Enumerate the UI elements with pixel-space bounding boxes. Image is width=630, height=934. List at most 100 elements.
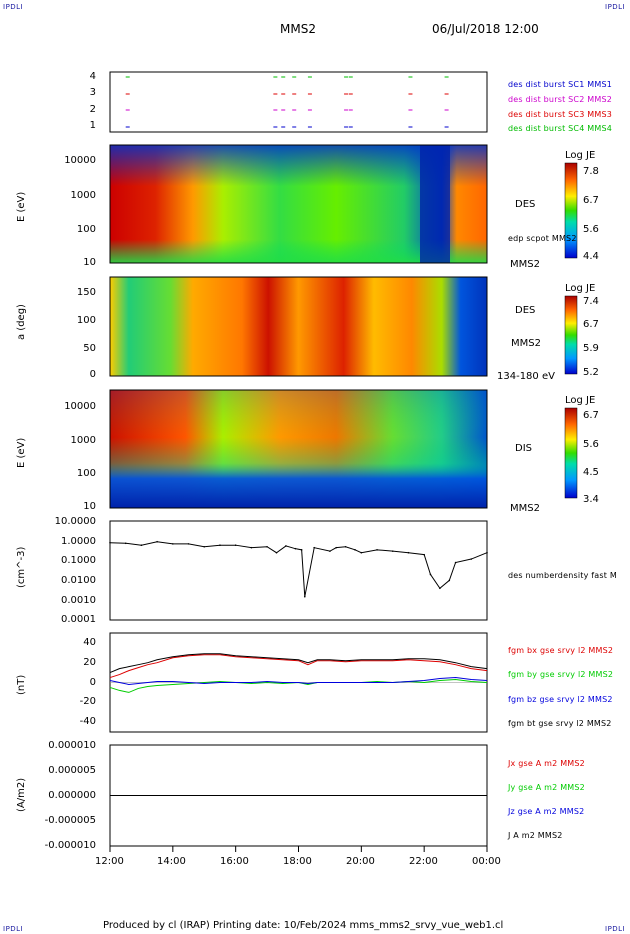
dis-cb-tick-2: 5.6 <box>583 439 599 450</box>
footer-credit: Produced by cl (IRAP) Printing date: 10/… <box>103 920 504 931</box>
density-point-9 <box>250 546 253 549</box>
datetime-title: 06/Jul/2018 12:00 <box>432 22 539 36</box>
density-point-13 <box>294 547 297 550</box>
pitch-cb-tick-1: 7.4 <box>583 296 599 307</box>
density-point-7 <box>219 544 221 546</box>
dis-cb-tick-4: 3.4 <box>583 494 599 505</box>
legend-sc3: des dist burst SC3 MMS3 <box>508 110 613 119</box>
dis-ytick-100: 100 <box>76 468 96 479</box>
legend-j: J A m2 MMS2 <box>508 831 563 840</box>
density-point-24 <box>407 551 410 554</box>
xtick-1200: 12:00 <box>95 856 124 867</box>
dis-cb-tick-1: 6.7 <box>583 410 599 421</box>
dis-cb-tick-3: 4.5 <box>583 467 599 478</box>
des-energy-frame <box>109 144 488 264</box>
j-ytick-3: 0.000000 <box>48 790 96 801</box>
legend-bx: fgm bx gse srvy l2 MMS2 <box>508 646 614 655</box>
bfield-series-bt <box>109 653 488 674</box>
legend-jz: Jz gse A m2 MMS2 <box>508 807 585 816</box>
dens-ytick-4: 0.0100 <box>61 575 96 586</box>
density-point-18 <box>335 546 338 549</box>
b-ytick-0: 0 <box>89 677 96 688</box>
density-point-2 <box>140 544 143 546</box>
density-point-20 <box>354 549 356 551</box>
pitch-energy-range: 134-180 eV <box>497 371 555 382</box>
corner-label-tl: IPDLI <box>3 3 24 11</box>
pitch-ylabel: a (deg) <box>16 304 27 340</box>
density-point-6 <box>203 545 206 548</box>
pitch-ytick-100: 100 <box>76 315 96 326</box>
legend-bt: fgm bt gse srvy l2 MMS2 <box>508 719 612 728</box>
density-point-5 <box>187 543 190 545</box>
pitch-cb-tick-2: 6.7 <box>583 319 599 330</box>
dis-ytick-10: 10 <box>83 501 96 512</box>
density-point-1 <box>124 542 127 545</box>
burst-ytick-1: 1 <box>89 120 96 131</box>
xtick-2000: 20:00 <box>346 856 375 867</box>
b-ytick-m40: -40 <box>79 716 96 727</box>
bfield-series-bz <box>109 677 488 685</box>
corner-label-bl: IPDLI <box>3 925 24 933</box>
density-point-19 <box>344 545 347 548</box>
des-instrument-label: DES <box>515 199 536 210</box>
j-ytick-2: 0.000005 <box>48 765 96 776</box>
xtick-1800: 18:00 <box>283 856 312 867</box>
burst-ytick-3: 3 <box>89 87 96 98</box>
des-pitch-heatmap <box>110 277 487 376</box>
density-point-0 <box>109 541 111 544</box>
dens-ytick-1: 10.0000 <box>54 516 96 527</box>
dis-colorbar-title: Log JE <box>565 395 596 406</box>
density-point-16 <box>313 546 316 549</box>
current-ylabel: (A/m2) <box>16 777 27 812</box>
density-point-11 <box>275 551 278 554</box>
dens-ytick-5: 0.0010 <box>61 595 96 606</box>
b-ytick-40: 40 <box>83 637 96 648</box>
density-point-22 <box>376 549 378 551</box>
burst-ytick-4: 4 <box>89 71 96 82</box>
dis-instrument-label: DIS <box>515 443 532 454</box>
des-cb-tick-4: 4.4 <box>583 251 599 262</box>
legend-jx: Jx gse A m2 MMS2 <box>508 759 585 768</box>
dens-ytick-2: 1.0000 <box>61 536 96 547</box>
density-plot <box>109 540 488 598</box>
density-point-26 <box>429 573 432 576</box>
des-sc-label: MMS2 <box>510 259 540 270</box>
density-point-10 <box>266 545 268 548</box>
dens-ytick-3: 0.1000 <box>61 555 96 566</box>
des-energy-gap <box>420 145 450 263</box>
corner-label-tr: IPDLI <box>605 3 626 11</box>
des-ytick-1000: 1000 <box>70 190 96 201</box>
burst-ytick-2: 2 <box>89 104 96 115</box>
pitch-instrument-label: DES <box>515 305 536 316</box>
x-axis <box>109 846 488 852</box>
des-ytick-10: 10 <box>83 257 96 268</box>
dis-energy-overlay <box>110 390 487 508</box>
des-cb-tick-3: 5.6 <box>583 224 599 235</box>
pitch-ytick-0: 0 <box>89 369 96 380</box>
density-point-17 <box>329 550 331 552</box>
density-point-4 <box>172 543 174 545</box>
j-ytick-5: -0.000010 <box>44 840 96 851</box>
density-point-23 <box>391 550 394 552</box>
des-pitch-colorbar <box>564 295 578 375</box>
pitch-ytick-150: 150 <box>76 287 96 298</box>
bfield-series-bx <box>109 654 488 679</box>
density-ylabel: (cm^-3) <box>16 546 27 588</box>
xtick-0000: 00:00 <box>472 856 501 867</box>
des-cb-tick-2: 6.7 <box>583 195 599 206</box>
j-ytick-1: 0.000010 <box>48 740 96 751</box>
dis-energy-ylabel: E (eV) <box>16 437 27 468</box>
b-ytick-m20: -20 <box>79 696 96 707</box>
burst-panel-frame <box>109 71 488 133</box>
j-ytick-4: -0.000005 <box>44 815 96 826</box>
legend-bz: fgm bz gse srvy l2 MMS2 <box>508 695 613 704</box>
des-pitch-frame <box>109 276 488 377</box>
pitch-cb-tick-4: 5.2 <box>583 367 599 378</box>
legend-sc1: des dist burst SC1 MMS1 <box>508 80 613 89</box>
density-point-3 <box>156 540 158 543</box>
des-colorbar-title: Log JE <box>565 150 596 161</box>
b-ytick-20: 20 <box>83 657 96 668</box>
density-point-8 <box>234 544 237 546</box>
dis-ytick-1000: 1000 <box>70 435 96 446</box>
density-point-25 <box>423 553 425 556</box>
